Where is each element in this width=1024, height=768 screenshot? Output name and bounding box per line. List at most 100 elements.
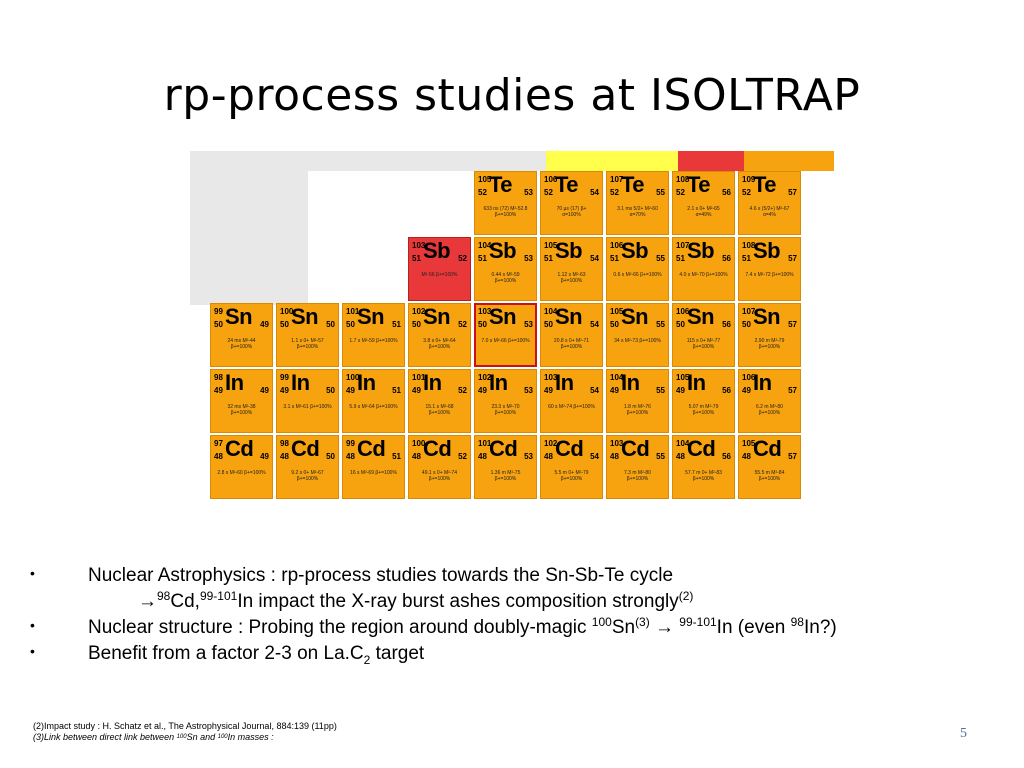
mass-number: 100 [217,734,228,740]
decay-info: 70 µs (17) β+ α=100% [556,206,587,218]
nuclide-cell-cd-105: 105 48 Cd 57 55.5 m M²-84 β+=100% [738,435,801,499]
text-part: target [370,643,425,664]
element-symbol: In [621,370,640,395]
decay-info: 2.8 s M²-60 β+=100% [217,470,266,476]
proton-number: 51 [742,254,751,263]
neutron-number: 57 [788,188,797,197]
element-symbol: Sb [555,238,583,263]
decay-info: 633 ns (72) M²-52.8 β+=100% [483,206,528,218]
element-symbol: Sb [621,238,649,263]
nuclide-cell-sb-105: 105 51 Sb 54 1.12 s M²-63 β+=100% [540,237,603,301]
mass-number: 99-101 [679,615,717,629]
neutron-number: 49 [260,452,269,461]
nuclide-cell-in-102: 102 49 In 53 23.3 s M²-70 β+=100% [474,369,537,433]
decay-info: 6.2 m M²-80 β+=100% [756,404,783,416]
nuclide-cell-te-107: 107 52 Te 55 3.1 ms 5/2+ M²-60 α=70% [606,171,669,235]
proton-number: 52 [610,188,619,197]
proton-number: 50 [478,320,487,329]
proton-number: 50 [346,320,355,329]
element-symbol: Sn [291,304,319,329]
proton-number: 48 [610,452,619,461]
mass-number: 103 [544,373,558,382]
neutron-number: 53 [524,386,533,395]
element-symbol: Cd [423,436,452,461]
footnote-3: (3)Link between direct link between 100S… [33,732,337,743]
mass-number: 100 [280,307,294,316]
decay-info: 1.7 s M²-59 β+=100% [349,338,398,344]
proton-number: 50 [280,320,289,329]
mass-number: 103 [412,241,426,250]
mass-number: 104 [610,373,624,382]
neutron-number: 55 [656,254,665,263]
decay-info: 4.0 s M²-70 β+=100% [679,272,728,278]
bullet-text: Benefit from a factor 2-3 on La.C2 targe… [88,643,424,667]
element-symbol: Cd [357,436,386,461]
bullet-text: Nuclear Astrophysics : rp-process studie… [88,565,674,586]
element-symbol: In [555,370,574,395]
mass-number: 101 [346,307,360,316]
proton-number: 51 [544,254,553,263]
proton-number: 52 [478,188,487,197]
neutron-number: 51 [392,386,401,395]
mass-number: 104 [676,439,690,448]
neutron-number: 53 [524,320,533,329]
decay-info: 3.1 ms 5/2+ M²-60 α=70% [617,206,658,218]
bullet-marker: • [30,565,35,581]
neutron-number: 57 [788,452,797,461]
mass-number: 102 [412,307,426,316]
nuclide-cell-cd-101: 101 48 Cd 53 1.36 m M²-75 β+=100% [474,435,537,499]
nuclide-cell-sn-105: 105 50 Sn 55 34 s M²-73 β+=100% [606,303,669,367]
proton-number: 50 [742,320,751,329]
nuclide-cell-sn-107: 107 50 Sn 57 2.90 m M²-79 β+=100% [738,303,801,367]
decay-info: 9.2 s 0+ M²-67 β+=100% [291,470,324,482]
element-symbol: Cd [687,436,716,461]
mass-number: 102 [544,439,558,448]
mass-number: 101 [478,439,492,448]
nuclide-cell-cd-104: 104 48 Cd 56 57.7 m 0+ M²-83 β+=100% [672,435,735,499]
proton-number: 51 [676,254,685,263]
element-symbol: Cd [621,436,650,461]
mass-number: 105 [610,307,624,316]
decay-info: 2.90 m M²-79 β+=100% [754,338,785,350]
element-text: Cd, [170,591,200,612]
mass-number: 100 [176,734,187,740]
footnote-text: In masses : [227,732,274,742]
mass-number: 98 [280,439,289,448]
element-symbol: Cd [225,436,254,461]
nuclide-cell-cd-97: 97 48 Cd 49 2.8 s M²-60 β+=100% [210,435,273,499]
nuclide-cell-sn-106: 106 50 Sn 56 115 s 0+ M²-77 β+=100% [672,303,735,367]
nuclide-chart: 105 52 Te 53 633 ns (72) M²-52.8 β+=100% 106 5… [190,151,834,524]
mass-number: 107 [610,175,624,184]
element-symbol: In [357,370,376,395]
mass-number: 99 [214,307,223,316]
proton-number: 50 [412,320,421,329]
proton-number: 49 [478,386,487,395]
element-text: In (even [716,617,791,638]
neutron-number: 56 [722,452,731,461]
mass-number: 99-101 [199,589,238,603]
neutron-number: 50 [326,320,335,329]
element-symbol: Sb [423,238,451,263]
reference-mark: (2) [678,589,694,603]
nuclide-cell-sn-101: 101 50 Sn 51 1.7 s M²-59 β+=100% [342,303,405,367]
decay-info: 20.8 s 0+ M²-71 β+=100% [553,338,590,350]
neutron-number: 57 [788,320,797,329]
neutron-number: 55 [656,188,665,197]
mass-number: 102 [478,373,492,382]
nuclide-cell-sn-102: 102 50 Sn 52 3.8 s 0+ M²-64 β+=100% [408,303,471,367]
neutron-number: 49 [260,386,269,395]
footnote-text: Sn and [186,732,218,742]
element-text: Sn [611,617,636,638]
decay-info: 49.1 s 0+ M²-74 β+=100% [421,470,458,482]
mass-number: 104 [478,241,492,250]
nuclide-cell-cd-99: 99 48 Cd 51 16 s M²-69 β+=100% [342,435,405,499]
decay-info: 7.4 s M²-72 β+=100% [745,272,794,278]
proton-number: 48 [742,452,751,461]
proton-number: 48 [544,452,553,461]
footnotes: (2)Impact study : H. Schatz et al., The … [33,721,337,743]
nuclide-cell-te-105: 105 52 Te 53 633 ns (72) M²-52.8 β+=100% [474,171,537,235]
slide-title: rp-process studies at ISOLTRAP [163,70,861,121]
decay-info: 0.6 s M²-66 β+=100% [613,272,662,278]
nuclide-cell-sb-103: 103 51 Sb 52 M²-56 β+=100% [408,237,471,301]
neutron-number: 56 [722,386,731,395]
